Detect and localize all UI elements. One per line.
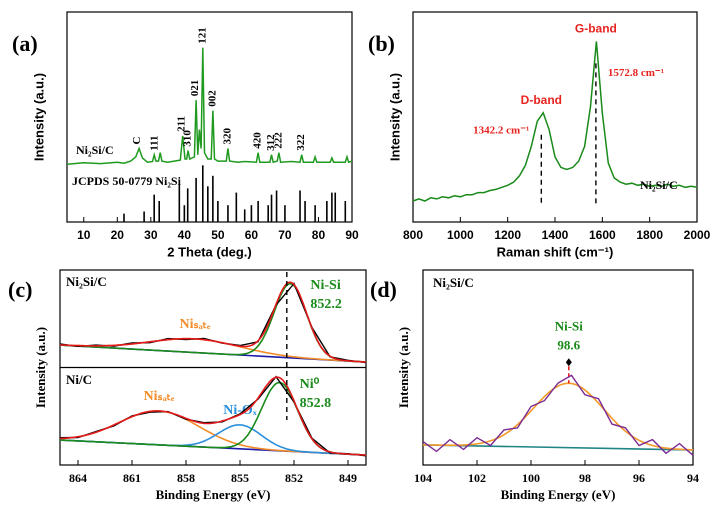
component-position: 852.8 — [300, 396, 332, 411]
component-name: Ni⁰ — [300, 377, 320, 392]
peak-index-label: 320 — [221, 128, 233, 145]
plot-frame — [66, 11, 353, 223]
x-tick-label: 94 — [687, 471, 699, 485]
reference-name: JCPDS 50-0779 Ni₂Si — [72, 174, 182, 188]
component-name: Ni-Si — [310, 278, 340, 293]
series-name: Ni₂Si/C — [76, 143, 114, 157]
x-tick-label: 40 — [178, 228, 192, 242]
x-tick-label: 98 — [579, 471, 591, 485]
peak-index-label: 111 — [149, 136, 161, 151]
x-tick-label: 1000 — [447, 228, 474, 242]
raw-spectrum — [59, 282, 367, 364]
peak-name: D-band — [521, 93, 562, 107]
x-tick-label: 70 — [278, 228, 292, 242]
x-tick-label: 858 — [177, 471, 195, 485]
fit-component — [59, 337, 366, 363]
fit-envelope — [60, 376, 367, 456]
component-position: 852.2 — [310, 297, 342, 312]
peak-index-label: C — [131, 137, 143, 145]
component-position: 98.6 — [557, 337, 580, 352]
x-tick-label: 852 — [285, 471, 303, 485]
x-tick-label: 30 — [144, 228, 158, 242]
spectrum-line — [66, 47, 353, 166]
component-name: Niₛₐₜₑ — [179, 317, 210, 332]
x-tick-label: 60 — [245, 228, 259, 242]
raw-spectrum — [422, 374, 694, 456]
peak-index-label: 420 — [252, 132, 264, 149]
peak-index-label: 312 — [265, 134, 277, 151]
x-tick-label: 1800 — [636, 228, 663, 242]
panel-label: (b) — [368, 31, 395, 56]
panel-label: (d) — [370, 277, 397, 302]
x-tick-label: 50 — [211, 228, 225, 242]
sample-name: Ni₂Si/C — [66, 274, 107, 289]
peak-name: G-band — [575, 22, 617, 36]
peak-index-label: 222 — [272, 132, 284, 149]
x-axis-title: Binding Energy (eV) — [501, 487, 616, 502]
x-tick-label: 80 — [312, 228, 326, 242]
x-tick-label: 861 — [123, 471, 141, 485]
sample-name: Ni/C — [66, 372, 92, 387]
component-name: Niₛₐₜₑ — [143, 389, 174, 404]
peak-index-label: 121 — [196, 27, 208, 44]
series-name: Ni₂Si/C — [640, 178, 678, 192]
fit-component — [59, 424, 367, 456]
panel-title: Ni₂Si/C — [433, 275, 474, 290]
peak-index-label: 310 — [182, 130, 194, 147]
peak-index-label: 211 — [176, 116, 188, 132]
y-axis-title: Intensity (a.u.) — [396, 327, 411, 408]
x-tick-label: 90 — [345, 228, 359, 242]
x-tick-label: 1600 — [589, 228, 616, 242]
x-tick-label: 10 — [77, 228, 91, 242]
x-tick-label: 104 — [414, 471, 432, 485]
spectrum-line — [412, 41, 698, 202]
panel-label: (a) — [12, 31, 38, 56]
y-axis-title: Intensity (a.u.) — [387, 73, 402, 161]
y-axis-title: Intensity (a.u.) — [31, 73, 46, 161]
peak-index-label: 322 — [295, 134, 307, 151]
raw-spectrum — [59, 375, 367, 457]
peak-diamond — [565, 358, 572, 367]
x-tick-label: 20 — [111, 228, 125, 242]
x-tick-label: 102 — [468, 471, 486, 485]
fit-component — [60, 283, 366, 363]
x-tick-label: 96 — [633, 471, 645, 485]
component-name: Ni-Si — [555, 318, 584, 333]
y-axis-title: Intensity (a.u.) — [33, 327, 48, 408]
x-tick-label: 864 — [69, 471, 87, 485]
peak-position-label: 1342.2 cm⁻¹ — [473, 124, 529, 136]
x-tick-label: 100 — [522, 471, 540, 485]
x-tick-label: 2000 — [684, 228, 711, 242]
x-axis-title: Binding Energy (eV) — [156, 487, 271, 502]
x-tick-label: 1400 — [542, 228, 569, 242]
x-tick-label: 1200 — [494, 228, 521, 242]
plot-frame — [422, 269, 694, 466]
peak-index-label: 021 — [189, 80, 201, 97]
x-axis-title: 2 Theta (deg.) — [167, 244, 252, 259]
x-axis-title: Raman shift (cm⁻¹) — [497, 244, 614, 259]
x-tick-label: 800 — [403, 228, 423, 242]
x-tick-label: 849 — [339, 471, 357, 485]
x-tick-label: 855 — [231, 471, 249, 485]
fit-component — [60, 410, 367, 456]
fit-envelope — [59, 281, 366, 363]
panel-label: (c) — [8, 277, 32, 302]
peak-position-label: 1572.8 cm⁻¹ — [608, 67, 664, 79]
peak-index-label: 002 — [206, 90, 218, 107]
